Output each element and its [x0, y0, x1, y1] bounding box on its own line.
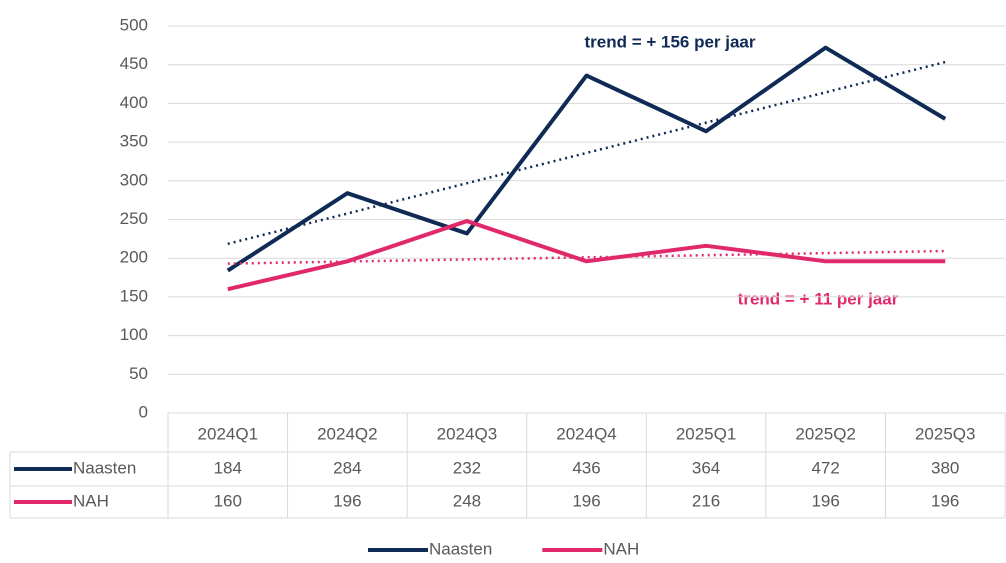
x-tick-label: 2024Q2	[317, 424, 378, 443]
y-tick-label: 150	[120, 286, 148, 305]
y-tick-label: 300	[120, 170, 148, 189]
table-cell: 196	[931, 491, 959, 510]
y-tick-label: 350	[120, 132, 148, 151]
x-tick-label: 2025Q3	[915, 424, 976, 443]
trend-annotation: trend = + 156 per jaar	[584, 32, 755, 51]
y-tick-label: 0	[139, 402, 148, 421]
table-cell: 160	[214, 491, 242, 510]
table-cell: 380	[931, 458, 959, 477]
y-tick-label: 400	[120, 93, 148, 112]
data-line	[227, 219, 946, 292]
y-tick-label: 100	[120, 325, 148, 344]
table-cell: 196	[572, 491, 600, 510]
table-cell: 196	[333, 491, 361, 510]
x-tick-label: 2024Q1	[198, 424, 259, 443]
table-row-label: Naasten	[73, 458, 136, 477]
table-cell: 216	[692, 491, 720, 510]
table-row-label: NAH	[73, 491, 109, 510]
x-tick-label: 2024Q4	[556, 424, 617, 443]
table-cell: 284	[333, 458, 361, 477]
table-cell: 184	[214, 458, 242, 477]
trend-annotation: trend = + 11 per jaar	[738, 289, 899, 308]
y-tick-label: 200	[120, 248, 148, 267]
x-tick-label: 2025Q2	[795, 424, 856, 443]
x-tick-label: 2025Q1	[676, 424, 737, 443]
legend-label: NAH	[603, 539, 639, 558]
table-cell: 196	[811, 491, 839, 510]
table-cell: 436	[572, 458, 600, 477]
y-tick-label: 500	[120, 15, 148, 34]
table-cell: 364	[692, 458, 720, 477]
data-line	[226, 45, 947, 273]
trend-line	[227, 60, 946, 246]
x-tick-label: 2024Q3	[437, 424, 498, 443]
y-tick-label: 50	[129, 364, 148, 383]
table-cell: 248	[453, 491, 481, 510]
y-tick-label: 450	[120, 54, 148, 73]
table-cell: 232	[453, 458, 481, 477]
legend-label: Naasten	[429, 539, 492, 558]
y-tick-label: 250	[120, 209, 148, 228]
table-cell: 472	[811, 458, 839, 477]
